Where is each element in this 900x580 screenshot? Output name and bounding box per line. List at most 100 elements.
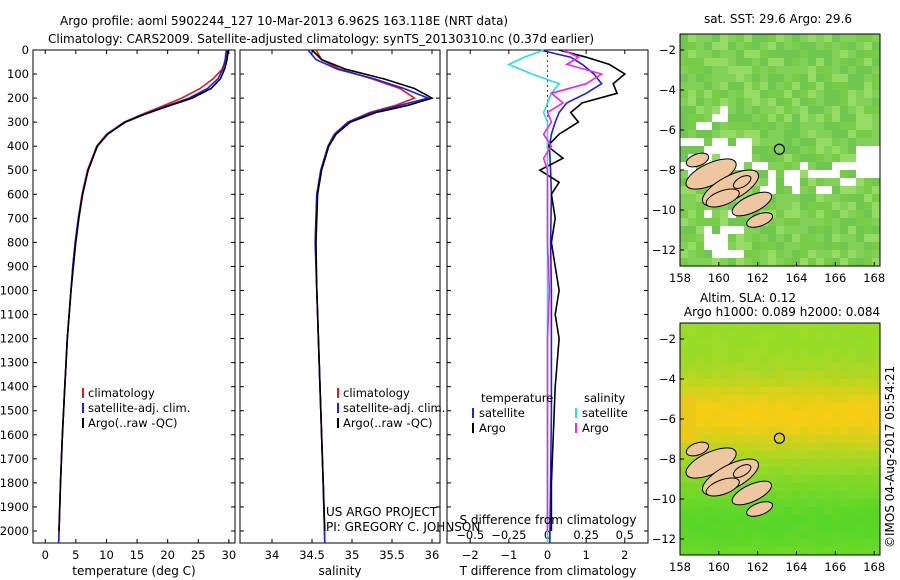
map-cell [768, 82, 776, 90]
map-cell [704, 226, 712, 234]
map-cell [872, 371, 880, 379]
map-cell [856, 66, 864, 74]
map-cell [816, 499, 824, 507]
map-cell [696, 66, 704, 74]
map-cell [720, 234, 728, 242]
map-cell [832, 50, 840, 58]
map-cell [744, 90, 752, 98]
map-cell [688, 130, 696, 138]
map-cell [872, 323, 880, 331]
map-cell [776, 250, 784, 258]
map-cell [768, 58, 776, 66]
map-cell [864, 218, 872, 226]
map-cell [728, 547, 736, 555]
map-cell [864, 491, 872, 499]
map-cell [688, 74, 696, 82]
map-cell [848, 210, 856, 218]
map-cell [720, 531, 728, 539]
map-cell [840, 523, 848, 531]
map-cell [848, 347, 856, 355]
map-cell [744, 138, 752, 146]
map-cell [808, 475, 816, 483]
map-cell [768, 178, 776, 186]
map-cell [824, 435, 832, 443]
map-cell [744, 435, 752, 443]
y-tick-label: −2 [659, 332, 676, 346]
map-cell [752, 547, 760, 555]
map-cell [864, 82, 872, 90]
map-cell [808, 162, 816, 170]
map-cell [792, 42, 800, 50]
map-cell [768, 98, 776, 106]
map-cell [752, 475, 760, 483]
island-shape [746, 501, 774, 517]
map-cell [696, 186, 704, 194]
map-cell [848, 226, 856, 234]
map-cell [856, 106, 864, 114]
map-cell [768, 483, 776, 491]
map-cell [848, 98, 856, 106]
map-cell [744, 258, 752, 266]
map-cell [840, 130, 848, 138]
map-cell [872, 443, 880, 451]
map-cell [752, 146, 760, 154]
map-cell [808, 379, 816, 387]
map-cell [696, 427, 704, 435]
y-tick-label: 0 [22, 43, 29, 57]
map-cell [736, 371, 744, 379]
map-cell [760, 515, 768, 523]
map-cell [864, 202, 872, 210]
map-cell [872, 154, 880, 162]
map-cell [768, 202, 776, 210]
map-cell [792, 138, 800, 146]
map-cell [864, 114, 872, 122]
x-tick-label: 2 [621, 548, 628, 562]
y-tick-label: 1300 [0, 356, 29, 370]
map-cell [784, 427, 792, 435]
map-cell [760, 226, 768, 234]
map-cell [864, 395, 872, 403]
map-cell [712, 250, 720, 258]
map-cell [720, 427, 728, 435]
series-line-temperature-satellite [539, 49, 603, 544]
map-cell [704, 82, 712, 90]
map-cell [744, 539, 752, 547]
map-cell [856, 234, 864, 242]
map-cell [872, 50, 880, 58]
difference-xlabel: T difference from climatology [459, 564, 637, 578]
map-cell [752, 250, 760, 258]
map-cell [824, 451, 832, 459]
map-cell [688, 515, 696, 523]
map-cell [728, 331, 736, 339]
map-cell [872, 531, 880, 539]
map-cell [680, 475, 688, 483]
map-cell [864, 475, 872, 483]
map-cell [864, 154, 872, 162]
map-cell [760, 331, 768, 339]
map-cell [848, 379, 856, 387]
map-cell [808, 459, 816, 467]
map-cell [856, 58, 864, 66]
map-cell [688, 395, 696, 403]
map-cell [864, 467, 872, 475]
map-cell [704, 218, 712, 226]
map-cell [824, 122, 832, 130]
map-cell [744, 523, 752, 531]
map-cell [816, 523, 824, 531]
map-cell [872, 258, 880, 266]
map-cell [776, 435, 784, 443]
map-cell [776, 443, 784, 451]
y-tick-label: 1500 [0, 404, 29, 418]
map-cell [792, 50, 800, 58]
map-cell [696, 451, 704, 459]
map-cell [792, 507, 800, 515]
map-cell [744, 403, 752, 411]
map-cell [744, 331, 752, 339]
map-cell [784, 451, 792, 459]
map-cell [816, 50, 824, 58]
x-tick-label: 164 [786, 560, 808, 574]
map-cell [768, 387, 776, 395]
map-cell [800, 250, 808, 258]
series-line-salinity-argo [542, 49, 604, 531]
map-cell [696, 250, 704, 258]
